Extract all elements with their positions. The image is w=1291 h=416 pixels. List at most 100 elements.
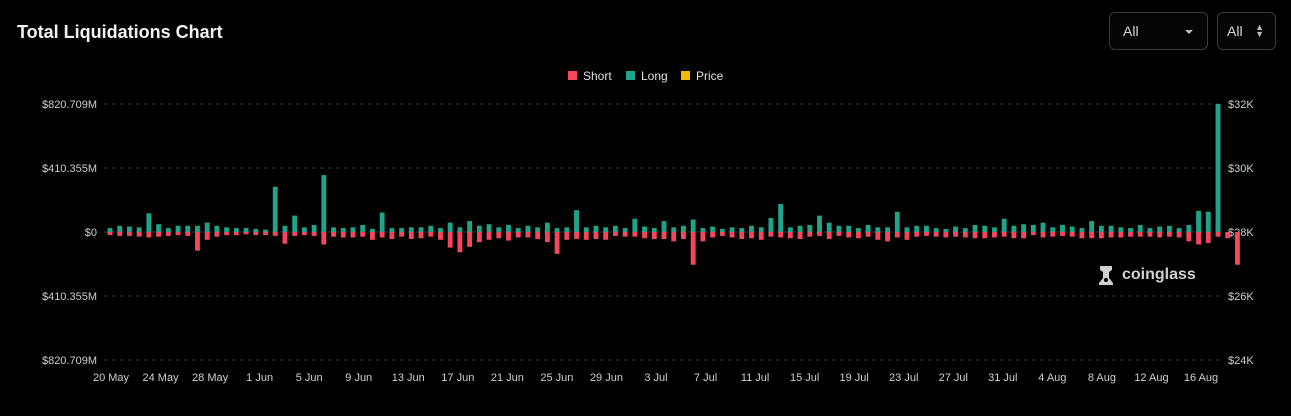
long-bar — [661, 221, 667, 232]
long-bar — [992, 227, 997, 232]
short-bar — [943, 232, 949, 238]
short-bar — [214, 232, 220, 237]
long-bar — [165, 228, 171, 232]
short-bar — [749, 232, 754, 239]
short-bar — [379, 232, 385, 238]
short-bar — [875, 232, 881, 240]
x-tick-label: 31 Jul — [988, 372, 1017, 384]
long-bar — [778, 203, 784, 232]
long-bar — [904, 227, 910, 232]
short-bar — [1089, 232, 1095, 239]
x-tick-label: 12 Aug — [1134, 372, 1168, 384]
short-bar — [632, 232, 638, 237]
long-bar — [671, 227, 677, 232]
long-bar — [233, 228, 239, 232]
short-bar — [292, 232, 298, 236]
short-bar — [1001, 232, 1007, 237]
short-bar — [369, 232, 375, 240]
short-bar — [331, 232, 336, 237]
short-bar — [1108, 232, 1114, 238]
long-bar — [1205, 211, 1211, 232]
short-bar — [1157, 232, 1163, 238]
long-bar — [875, 227, 881, 232]
short-bar — [146, 232, 152, 238]
short-bar — [107, 232, 113, 236]
long-bar — [865, 224, 871, 232]
long-bar — [719, 228, 725, 232]
long-bar — [982, 225, 988, 232]
long-bar — [1011, 225, 1017, 232]
long-bar — [292, 215, 298, 232]
short-bar — [253, 232, 259, 236]
legend-label-short: Short — [583, 69, 612, 83]
short-bar — [1030, 232, 1036, 236]
x-tick-label: 16 Aug — [1184, 372, 1218, 384]
short-bar — [1147, 232, 1153, 237]
long-bar — [360, 224, 366, 232]
long-bar — [447, 222, 453, 232]
long-bar — [408, 227, 414, 232]
short-bar — [117, 232, 123, 236]
short-bar — [535, 232, 541, 240]
long-bar — [953, 226, 959, 232]
long-bar — [962, 228, 968, 232]
x-tick-label: 13 Jun — [392, 372, 425, 384]
time-range-select[interactable]: All — [1109, 12, 1208, 50]
y-left-tick-label: $820.709M — [42, 355, 97, 367]
long-bar — [1166, 225, 1172, 232]
coin-select[interactable]: All ▲ ▼ — [1217, 12, 1276, 50]
long-bar — [496, 227, 502, 232]
short-bar — [758, 232, 764, 240]
long-bar — [1147, 228, 1153, 232]
short-bar — [204, 232, 210, 240]
short-bar — [263, 232, 268, 236]
long-bar — [311, 224, 317, 232]
short-bar — [603, 232, 609, 240]
short-bar — [1137, 232, 1143, 237]
long-bar — [612, 225, 618, 232]
x-tick-label: 20 May — [93, 372, 130, 384]
short-bar — [817, 232, 822, 236]
y-right-tick-label: $26K — [1228, 291, 1254, 303]
short-bar — [583, 232, 589, 240]
long-bar — [535, 227, 541, 232]
long-bar — [729, 227, 735, 232]
short-bar — [408, 232, 414, 240]
short-bar — [389, 232, 395, 240]
short-bar — [195, 232, 200, 251]
long-bar — [272, 186, 278, 232]
time-range-value: All — [1123, 23, 1139, 39]
short-bar — [1011, 232, 1017, 239]
long-bar — [622, 228, 628, 232]
long-bar — [787, 227, 793, 232]
long-bar — [700, 228, 706, 232]
short-bar — [136, 232, 142, 237]
long-bar — [642, 226, 647, 232]
long-bar — [632, 218, 638, 232]
long-bar — [1040, 222, 1046, 232]
short-bar — [243, 232, 249, 235]
short-bar — [1176, 232, 1182, 238]
short-bar — [671, 232, 677, 242]
short-bar — [233, 232, 239, 236]
short-bar — [447, 232, 453, 248]
y-right-tick-label: $28K — [1228, 227, 1254, 239]
legend-label-long: Long — [641, 69, 668, 83]
long-bar — [846, 225, 852, 232]
short-bar — [642, 232, 647, 239]
long-bar — [175, 225, 181, 232]
long-bar — [379, 212, 385, 232]
long-bar — [243, 228, 249, 232]
short-bar — [1128, 232, 1133, 237]
short-bar — [1196, 232, 1201, 245]
short-bar — [467, 232, 473, 247]
short-bar — [457, 232, 463, 253]
short-bar — [612, 232, 618, 236]
coinglass-watermark: coinglass — [1097, 264, 1196, 286]
short-bar — [1235, 232, 1240, 265]
short-bar — [399, 232, 405, 237]
long-bar — [544, 222, 550, 232]
short-bar — [865, 232, 871, 237]
legend-swatch-price — [681, 71, 690, 80]
